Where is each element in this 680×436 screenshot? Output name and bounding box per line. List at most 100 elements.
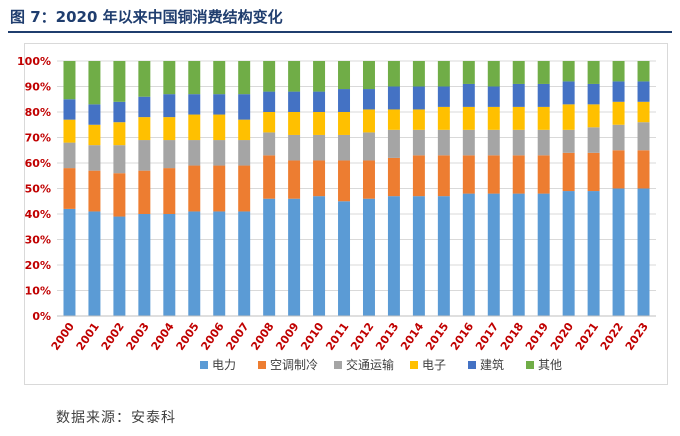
bar-segment bbox=[362, 132, 375, 161]
bar-segment bbox=[412, 155, 425, 197]
bar-segment bbox=[213, 94, 226, 115]
bar-segment bbox=[263, 155, 276, 199]
bar-segment bbox=[113, 216, 126, 316]
bar-segment bbox=[213, 140, 226, 166]
y-tick-label: 90% bbox=[25, 81, 51, 94]
bar-segment bbox=[63, 168, 76, 209]
bar-segment bbox=[437, 61, 450, 87]
bar-segment bbox=[188, 114, 201, 141]
bar-segment bbox=[263, 132, 276, 156]
bar-segment bbox=[587, 104, 600, 128]
bar-segment bbox=[238, 211, 251, 316]
bar-segment bbox=[63, 119, 76, 143]
bar-segment bbox=[88, 211, 101, 316]
bar-segment bbox=[537, 193, 550, 316]
bar-segment bbox=[412, 109, 425, 130]
bar-segment bbox=[462, 193, 475, 316]
bar-segment bbox=[587, 152, 600, 192]
bar-segment bbox=[362, 109, 375, 133]
x-tick-label: 2005 bbox=[174, 320, 202, 353]
bar-segment bbox=[512, 129, 525, 156]
bar-segment bbox=[512, 155, 525, 194]
x-tick-label: 2001 bbox=[74, 320, 102, 353]
bar-segment bbox=[612, 101, 625, 125]
bar-segment bbox=[138, 117, 151, 141]
bar-segment bbox=[163, 94, 176, 118]
bar-segment bbox=[462, 83, 475, 107]
stacked-bar-chart: 0%10%20%30%40%50%60%70%80%90%100%2000200… bbox=[17, 55, 656, 372]
bar-segment bbox=[612, 81, 625, 102]
bar-segment bbox=[213, 114, 226, 141]
y-tick-label: 70% bbox=[25, 132, 51, 145]
bar-segment bbox=[88, 104, 101, 125]
x-tick-label: 2015 bbox=[423, 320, 451, 353]
bar-segment bbox=[637, 81, 650, 102]
bar-segment bbox=[138, 214, 151, 316]
bar-segment bbox=[387, 109, 400, 130]
bar-segment bbox=[562, 61, 575, 82]
legend-swatch bbox=[410, 361, 418, 369]
bar-segment bbox=[437, 86, 450, 107]
bar-segment bbox=[163, 168, 176, 214]
legend-swatch bbox=[334, 361, 342, 369]
x-tick-label: 2008 bbox=[248, 320, 276, 353]
legend-label: 建筑 bbox=[480, 357, 504, 372]
bar-segment bbox=[338, 134, 351, 161]
bar-segment bbox=[238, 94, 251, 120]
y-tick-label: 60% bbox=[25, 157, 51, 170]
bar-segment bbox=[338, 61, 351, 90]
bar-segment bbox=[637, 61, 650, 82]
x-tick-label: 2018 bbox=[498, 320, 526, 353]
bar-segment bbox=[387, 61, 400, 87]
bar-segment bbox=[138, 96, 151, 118]
bar-segment bbox=[163, 214, 176, 316]
bar-segment bbox=[138, 140, 151, 171]
bar-segment bbox=[412, 86, 425, 110]
bar-segment bbox=[263, 91, 276, 112]
x-tick-label: 2013 bbox=[373, 320, 401, 353]
bar-segment bbox=[238, 140, 251, 166]
x-tick-label: 2003 bbox=[124, 320, 152, 353]
bar-segment bbox=[163, 61, 176, 95]
bar-segment bbox=[487, 106, 500, 130]
bar-segment bbox=[263, 198, 276, 316]
bar-segment bbox=[437, 106, 450, 130]
bar-segment bbox=[63, 208, 76, 316]
bar-segment bbox=[612, 188, 625, 316]
bar-segment bbox=[163, 140, 176, 169]
bar-segment bbox=[263, 61, 276, 92]
source-note: 数据来源：安泰科 bbox=[56, 410, 176, 426]
bar-segment bbox=[362, 89, 375, 110]
bar-segment bbox=[537, 61, 550, 84]
bar-segment bbox=[537, 83, 550, 107]
bar-segment bbox=[387, 129, 400, 158]
x-tick-label: 2012 bbox=[348, 320, 376, 353]
bar-segment bbox=[512, 193, 525, 316]
legend-label: 交通运输 bbox=[346, 357, 394, 372]
bar-segment bbox=[637, 122, 650, 151]
bar-segment bbox=[537, 129, 550, 156]
bar-segment bbox=[263, 112, 276, 133]
bar-segment bbox=[288, 112, 301, 135]
title-divider bbox=[8, 31, 672, 33]
bar-segment bbox=[487, 193, 500, 316]
bar-segment bbox=[462, 129, 475, 156]
bar-segment bbox=[587, 61, 600, 84]
bar-segment bbox=[362, 61, 375, 90]
bar-segment bbox=[138, 170, 151, 214]
x-tick-label: 2020 bbox=[548, 320, 576, 353]
bar-segment bbox=[138, 61, 151, 97]
legend-swatch bbox=[200, 361, 208, 369]
y-tick-label: 30% bbox=[25, 234, 51, 247]
bar-segment bbox=[437, 155, 450, 197]
bar-segment bbox=[188, 211, 201, 316]
bar-segment bbox=[238, 165, 251, 212]
bar-segment bbox=[238, 119, 251, 141]
bar-segment bbox=[188, 165, 201, 212]
bar-segment bbox=[537, 155, 550, 194]
y-tick-label: 100% bbox=[17, 55, 51, 68]
x-tick-label: 2006 bbox=[198, 320, 226, 353]
bar-segment bbox=[313, 61, 326, 92]
bar-segment bbox=[313, 134, 326, 161]
bar-segment bbox=[612, 124, 625, 151]
